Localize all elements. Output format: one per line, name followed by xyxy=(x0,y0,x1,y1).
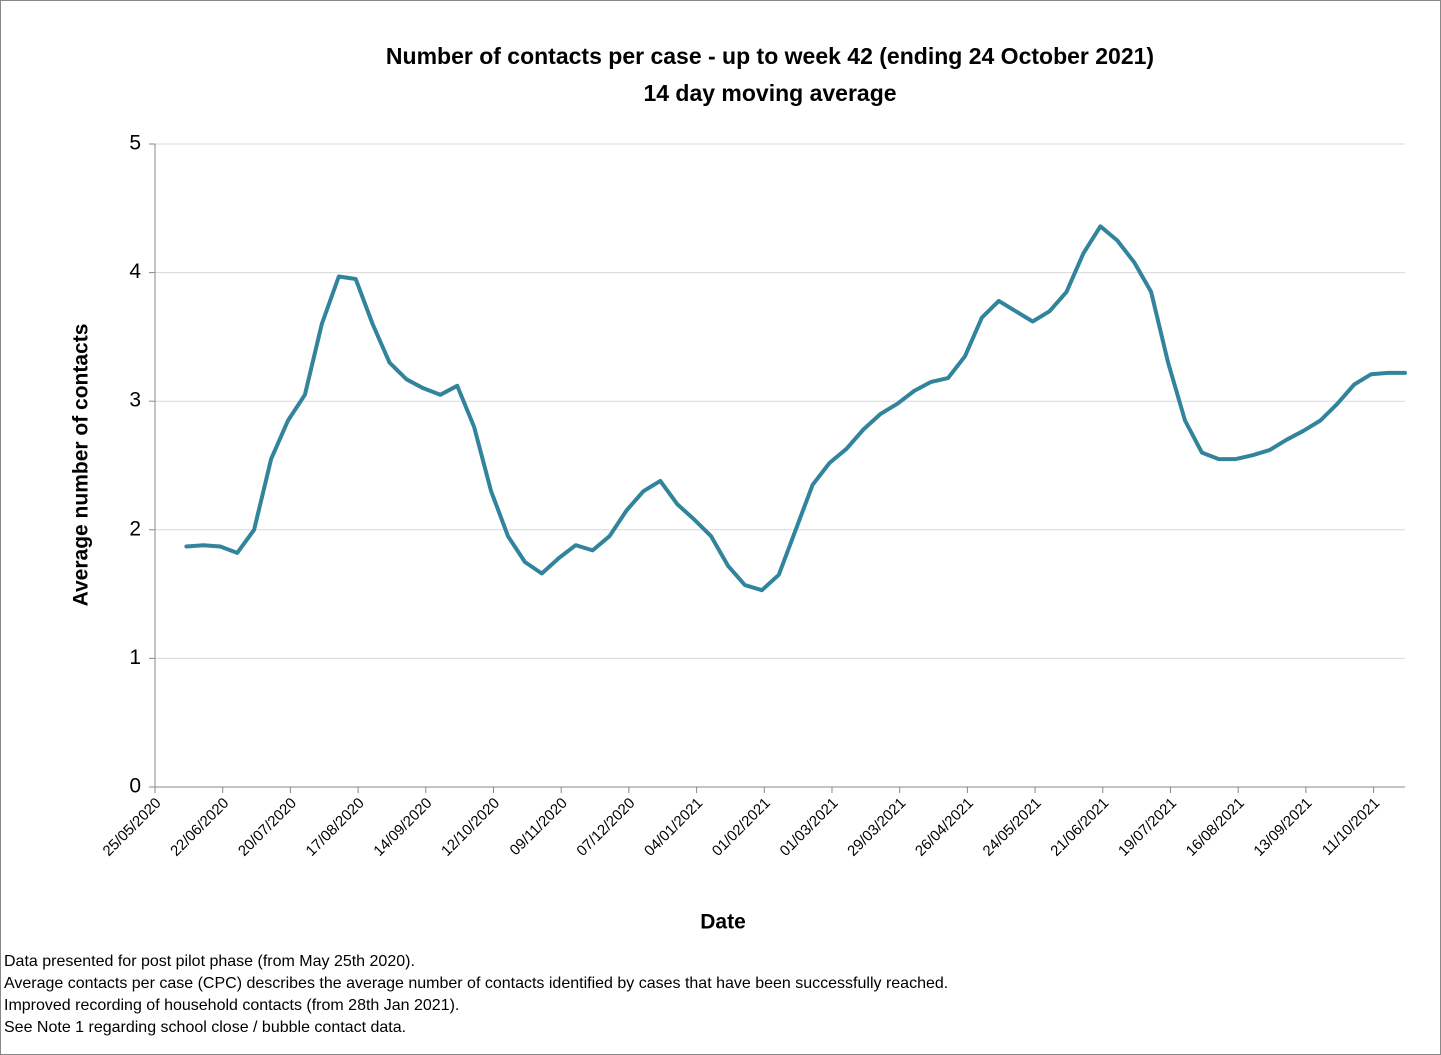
chart-subtitle: 14 day moving average xyxy=(643,80,896,106)
footnote: Average contacts per case (CPC) describe… xyxy=(4,975,948,992)
x-axis-label: Date xyxy=(700,911,746,934)
footnote: See Note 1 regarding school close / bubb… xyxy=(4,1019,406,1036)
y-tick-label: 3 xyxy=(129,389,141,412)
y-tick-label: 4 xyxy=(129,260,141,283)
y-tick-label: 5 xyxy=(129,132,141,155)
footnote: Improved recording of household contacts… xyxy=(4,997,459,1014)
y-tick-label: 0 xyxy=(129,775,141,798)
y-axis-label: Average number of contacts xyxy=(70,324,93,607)
chart-title: Number of contacts per case - up to week… xyxy=(386,43,1154,69)
y-tick-label: 1 xyxy=(129,646,141,669)
y-tick-label: 2 xyxy=(129,517,141,540)
footnote: Data presented for post pilot phase (fro… xyxy=(4,953,415,970)
data-line xyxy=(184,224,1407,593)
